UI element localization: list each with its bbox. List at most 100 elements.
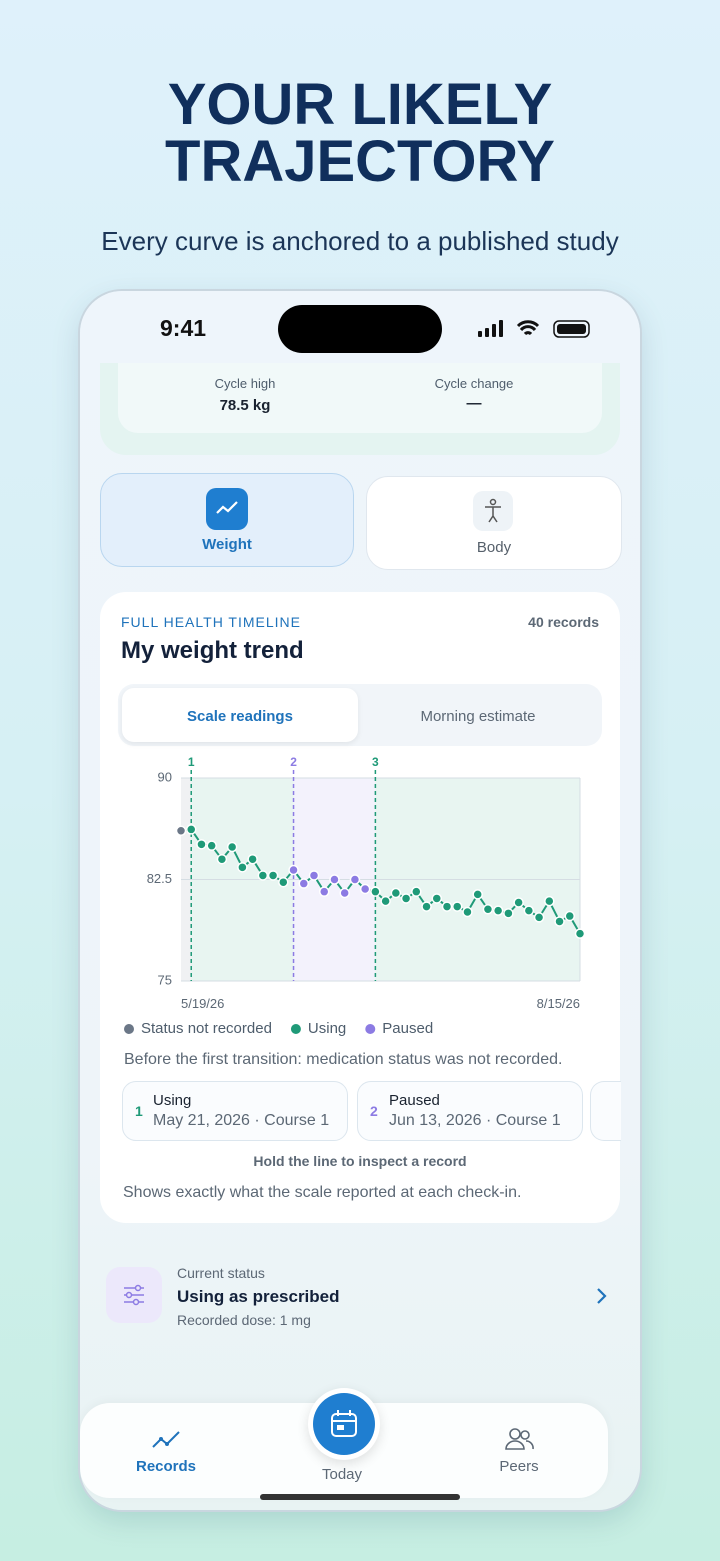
data-point xyxy=(574,928,586,939)
stat-value: — xyxy=(466,395,482,412)
chart: 75 82.5 90 1 2 3 5/19/26 8/15/26 Status not reco… xyxy=(124,755,586,1037)
transition-label: 2 xyxy=(290,755,297,769)
y-tick-label: 82.5 xyxy=(147,871,172,886)
transition-status: Paused xyxy=(389,1092,440,1109)
chart-card: FULL HEALTH TIMELINE 40 records My weigh… xyxy=(100,592,621,1223)
status-icons xyxy=(478,320,590,338)
segment-label[interactable]: Scale readings xyxy=(187,708,293,725)
headline: YOUR LIKELY TRAJECTORY xyxy=(165,72,555,194)
tab-icon xyxy=(206,488,248,530)
records: 40 records xyxy=(528,614,599,630)
transition-card[interactable]: 1 Using May 21, 2026 · Course 1 xyxy=(122,1081,348,1141)
transition-detail: Jun 13, 2026 · Course 1 xyxy=(389,1112,561,1129)
transition-number: 1 xyxy=(135,1103,143,1119)
data-point xyxy=(472,889,483,900)
nav-label[interactable]: Today xyxy=(321,1466,363,1483)
legend-swatch xyxy=(290,1024,301,1034)
time: 9:41 xyxy=(160,315,207,341)
data-point xyxy=(462,906,473,918)
transition-course: Course 1 xyxy=(495,1112,561,1129)
data-point xyxy=(390,887,402,899)
data-point xyxy=(533,912,545,923)
data-point xyxy=(523,905,535,916)
legend-label: Paused xyxy=(382,1020,433,1037)
subtitle: Every curve is anchored to a published s… xyxy=(101,226,619,256)
data-point xyxy=(339,887,350,899)
transition-detail: May 21, 2026 · Course 1 xyxy=(153,1112,330,1129)
transition-number: 2 xyxy=(370,1103,378,1119)
transition-status: Using xyxy=(153,1092,192,1109)
transition-date: Jun 13, 2026 xyxy=(389,1112,482,1129)
current-dose: Recorded dose: 1 mg xyxy=(177,1312,311,1328)
headline-line: YOUR LIKELY xyxy=(167,72,553,137)
data-point xyxy=(400,893,412,904)
data-point xyxy=(451,901,463,912)
data-point xyxy=(237,862,248,873)
data-point xyxy=(431,893,443,904)
today-button[interactable] xyxy=(308,1388,380,1460)
transition-card[interactable]: 2 Paused Jun 13, 2026 · Course 1 xyxy=(357,1081,583,1141)
segment-label[interactable]: Morning estimate xyxy=(420,708,536,725)
data-point xyxy=(318,886,330,897)
legend-swatch xyxy=(124,1024,134,1034)
tab-label: Weight xyxy=(202,536,252,553)
chevron[interactable] xyxy=(594,1286,610,1306)
data-point xyxy=(349,874,361,885)
tab-label: Body xyxy=(476,539,512,556)
data-point xyxy=(196,839,207,850)
nav-icon xyxy=(505,1428,534,1450)
data-point xyxy=(482,904,494,915)
dynamic-island xyxy=(278,305,442,353)
stat-value: 78.5 kg xyxy=(219,397,271,414)
summary-card xyxy=(100,363,620,455)
data-point xyxy=(206,840,217,851)
legend-label: Status not recorded xyxy=(141,1020,272,1037)
headline-line: TRAJECTORY xyxy=(165,129,555,194)
tab-icon xyxy=(473,491,513,531)
status-time: 9:41 xyxy=(160,315,206,342)
data-point xyxy=(492,905,504,916)
data-point xyxy=(411,886,422,897)
data-point xyxy=(359,883,371,895)
data-point xyxy=(513,897,524,908)
legend-swatch xyxy=(365,1024,376,1034)
x-tick-label: 5/19/26 xyxy=(181,996,224,1011)
data-point xyxy=(267,870,279,881)
home-indicator xyxy=(260,1494,460,1500)
current-value: Using as prescribed xyxy=(177,1287,340,1306)
x-tick-label: 8/15/26 xyxy=(537,996,580,1011)
data-point xyxy=(544,895,555,907)
nav-icon xyxy=(152,1431,180,1448)
note: Before the first transition: medication … xyxy=(124,1051,563,1068)
card-title: My weight trend xyxy=(121,637,304,664)
data-point xyxy=(278,876,289,888)
data-point xyxy=(370,886,381,897)
nav-label[interactable]: Records xyxy=(135,1458,197,1475)
data-point xyxy=(257,870,269,881)
data-point xyxy=(503,908,514,919)
data-point xyxy=(421,901,432,912)
segment-active[interactable] xyxy=(122,688,358,742)
data-point xyxy=(175,825,187,837)
status-icon xyxy=(106,1267,162,1323)
nav-label[interactable]: Peers xyxy=(499,1458,539,1475)
eyebrow: FULL HEALTH TIMELINE xyxy=(121,614,302,630)
transition-course: Course 1 xyxy=(264,1112,330,1129)
stat-label: Cycle change xyxy=(434,376,514,391)
transition-card-partial[interactable] xyxy=(590,1081,621,1141)
data-point xyxy=(441,901,453,912)
segmented-control: Scale readings Morning estimate xyxy=(118,684,602,746)
data-point xyxy=(380,895,391,907)
tab-body[interactable]: Body xyxy=(366,476,622,570)
transition-label: 1 xyxy=(188,755,195,769)
data-point xyxy=(226,841,238,853)
hint: Hold the line to inspect a record xyxy=(253,1153,467,1169)
data-point xyxy=(554,916,565,927)
data-point xyxy=(288,864,299,876)
tab-weight[interactable]: Weight xyxy=(100,473,354,567)
data-point xyxy=(216,853,228,865)
data-point xyxy=(298,878,310,889)
data-point xyxy=(185,824,197,835)
stat-label: Cycle high xyxy=(214,376,276,391)
